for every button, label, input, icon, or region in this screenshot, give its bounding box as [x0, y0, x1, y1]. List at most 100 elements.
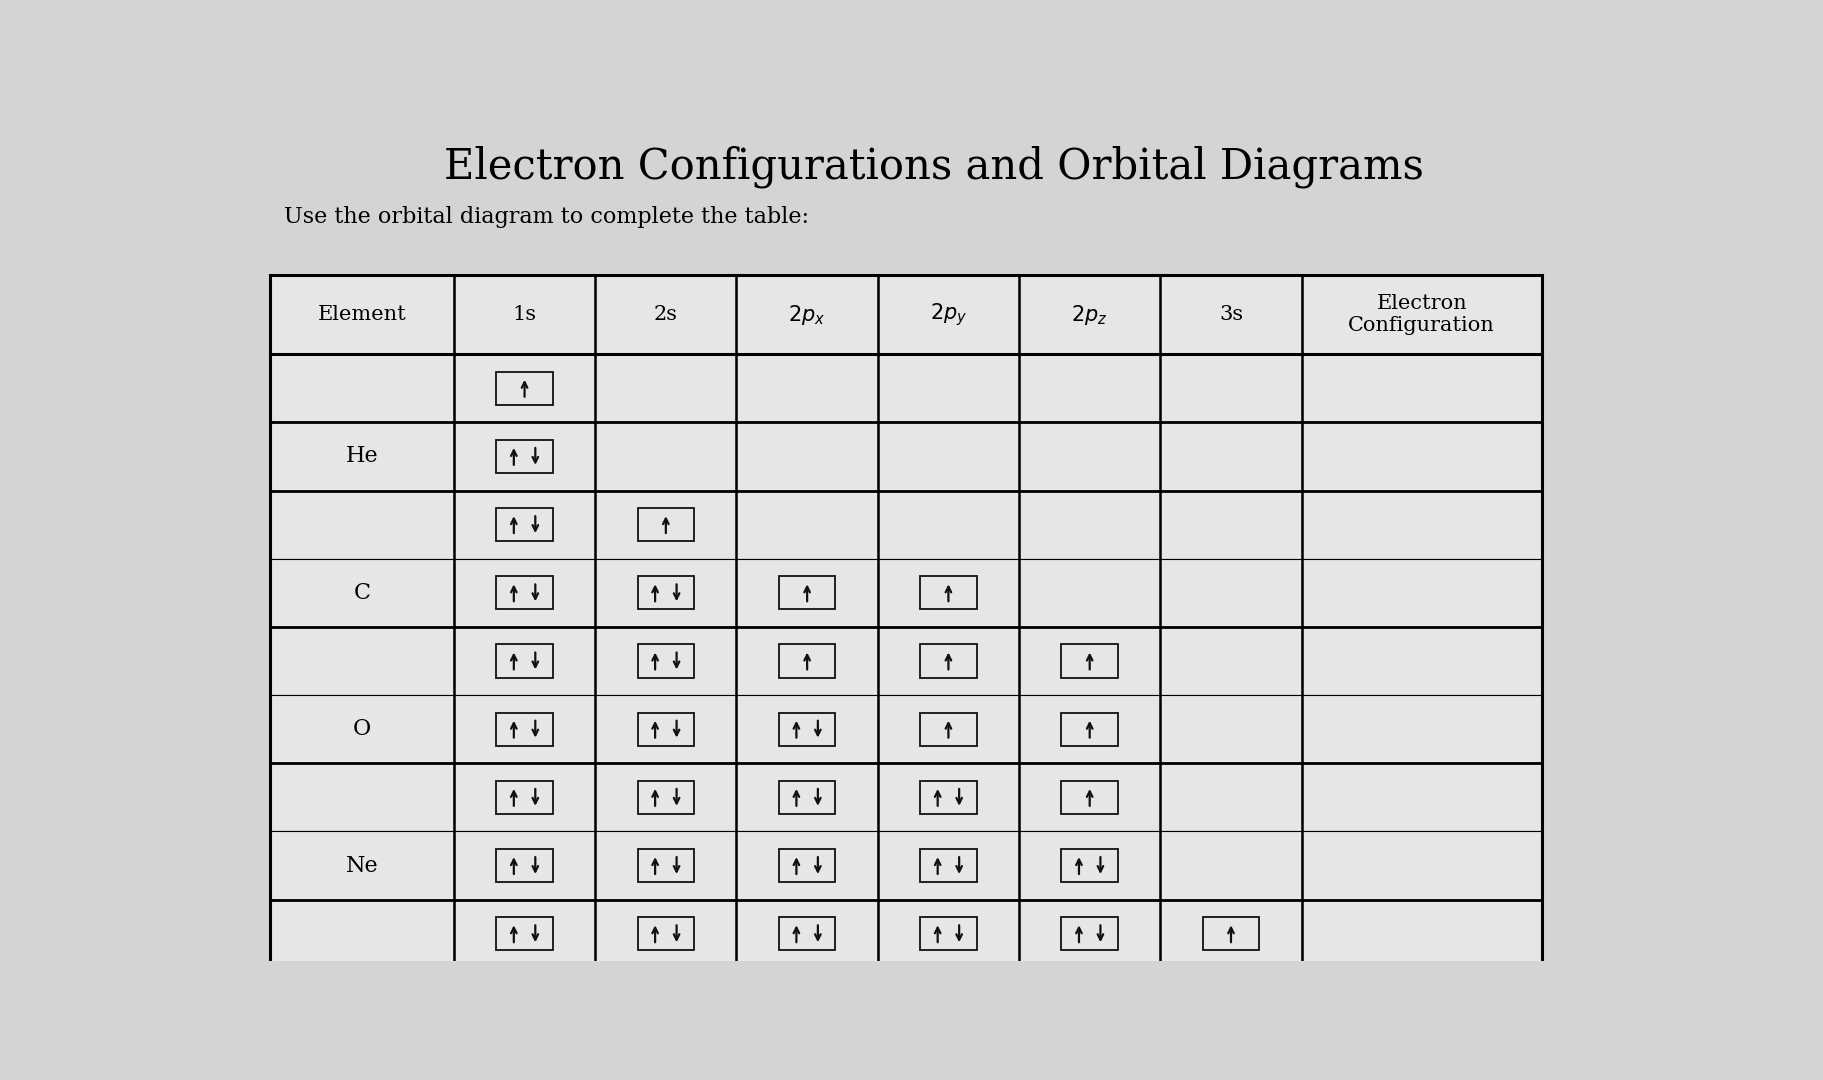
Bar: [778, 917, 835, 950]
Bar: [270, 275, 454, 354]
Bar: [270, 558, 454, 626]
Bar: [736, 422, 879, 490]
Bar: [496, 576, 552, 609]
Bar: [454, 354, 596, 422]
Bar: [778, 849, 835, 882]
Bar: [596, 275, 736, 354]
Bar: [1302, 275, 1542, 354]
Bar: [1161, 490, 1302, 558]
Bar: [454, 696, 596, 764]
Bar: [778, 645, 835, 677]
Bar: [270, 422, 454, 490]
Bar: [879, 558, 1019, 626]
Bar: [638, 508, 695, 541]
Bar: [736, 275, 879, 354]
Bar: [736, 696, 879, 764]
Bar: [736, 900, 879, 968]
Bar: [879, 354, 1019, 422]
Bar: [270, 275, 1542, 968]
Bar: [736, 490, 879, 558]
Bar: [879, 764, 1019, 832]
Bar: [596, 626, 736, 696]
Bar: [879, 626, 1019, 696]
Bar: [1302, 558, 1542, 626]
Bar: [736, 354, 879, 422]
Bar: [1161, 422, 1302, 490]
Bar: [879, 900, 1019, 968]
Bar: [270, 626, 454, 696]
Bar: [1203, 917, 1260, 950]
Bar: [921, 645, 977, 677]
Bar: [638, 713, 695, 746]
Text: 1s: 1s: [512, 306, 536, 324]
Bar: [1161, 275, 1302, 354]
Bar: [270, 832, 454, 900]
Text: $2p_x$: $2p_x$: [789, 302, 826, 326]
Bar: [879, 832, 1019, 900]
Text: $2p_y$: $2p_y$: [930, 301, 966, 328]
Text: 3s: 3s: [1220, 306, 1243, 324]
Bar: [1061, 645, 1117, 677]
Bar: [1019, 275, 1159, 354]
Bar: [1061, 781, 1117, 814]
Bar: [596, 354, 736, 422]
Bar: [921, 576, 977, 609]
Bar: [736, 558, 879, 626]
Bar: [496, 372, 552, 405]
Bar: [778, 781, 835, 814]
Bar: [496, 645, 552, 677]
Bar: [736, 626, 879, 696]
Bar: [1302, 422, 1542, 490]
Bar: [596, 490, 736, 558]
Bar: [1302, 764, 1542, 832]
Bar: [1302, 832, 1542, 900]
Bar: [1019, 422, 1159, 490]
Bar: [1302, 900, 1542, 968]
Bar: [638, 781, 695, 814]
Bar: [596, 696, 736, 764]
Bar: [879, 696, 1019, 764]
Text: $2p_z$: $2p_z$: [1072, 302, 1108, 326]
Bar: [1019, 490, 1159, 558]
Bar: [496, 917, 552, 950]
Bar: [1161, 696, 1302, 764]
Text: Electron Configurations and Orbital Diagrams: Electron Configurations and Orbital Diag…: [445, 146, 1424, 188]
Bar: [778, 576, 835, 609]
Bar: [1061, 917, 1117, 950]
Bar: [596, 832, 736, 900]
Bar: [1161, 558, 1302, 626]
Bar: [1302, 626, 1542, 696]
Bar: [879, 490, 1019, 558]
Bar: [1019, 558, 1159, 626]
Bar: [921, 713, 977, 746]
Bar: [454, 490, 596, 558]
Bar: [1161, 626, 1302, 696]
Bar: [921, 917, 977, 950]
Bar: [496, 849, 552, 882]
Bar: [1302, 696, 1542, 764]
Bar: [736, 764, 879, 832]
Text: He: He: [346, 445, 379, 468]
Bar: [778, 713, 835, 746]
Text: Use the orbital diagram to complete the table:: Use the orbital diagram to complete the …: [284, 206, 809, 228]
Bar: [454, 764, 596, 832]
Bar: [270, 764, 454, 832]
Text: 2s: 2s: [654, 306, 678, 324]
Bar: [496, 713, 552, 746]
Bar: [638, 576, 695, 609]
Bar: [596, 558, 736, 626]
Bar: [1061, 713, 1117, 746]
Bar: [454, 558, 596, 626]
Text: C: C: [354, 582, 370, 604]
Bar: [1019, 626, 1159, 696]
Bar: [921, 849, 977, 882]
Bar: [1302, 490, 1542, 558]
Bar: [270, 696, 454, 764]
Bar: [1161, 354, 1302, 422]
Bar: [1161, 900, 1302, 968]
Bar: [454, 422, 596, 490]
Bar: [596, 900, 736, 968]
Bar: [496, 781, 552, 814]
Bar: [496, 440, 552, 473]
Bar: [454, 626, 596, 696]
